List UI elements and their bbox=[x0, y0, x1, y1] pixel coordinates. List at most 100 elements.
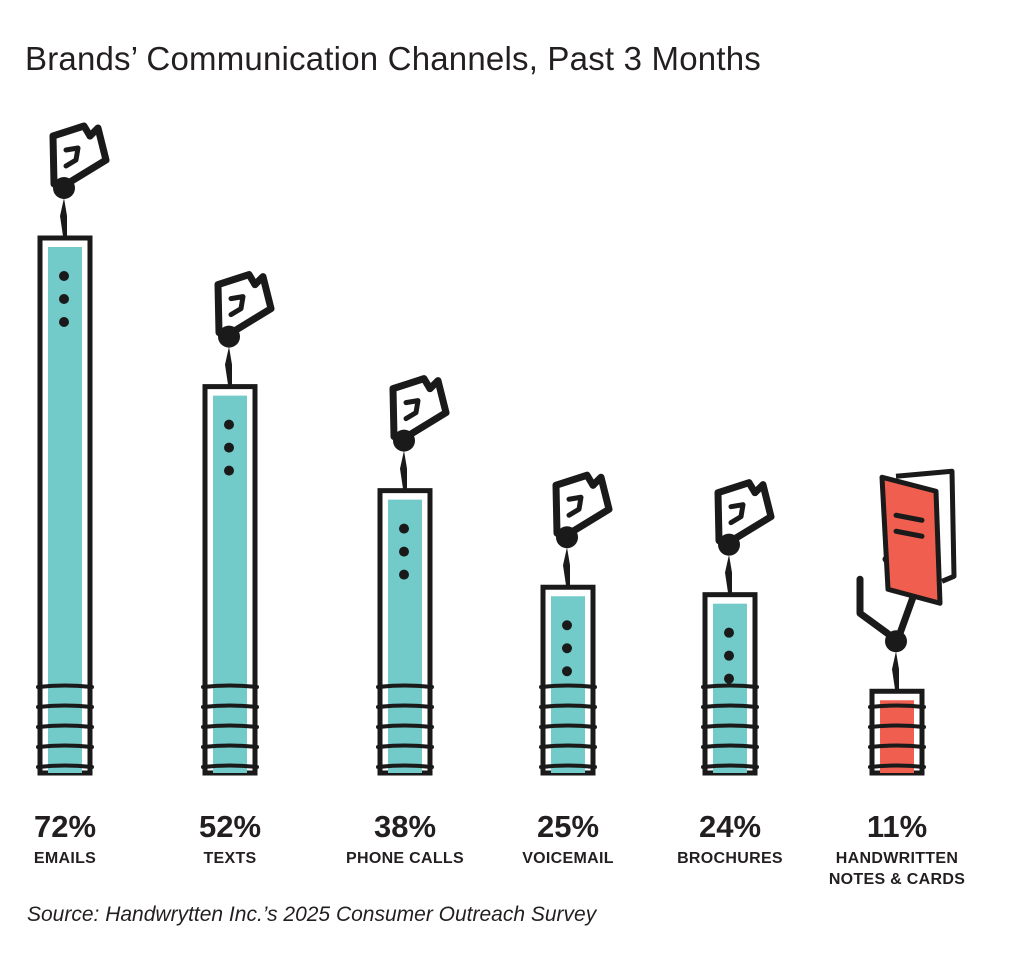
value-label: 38% bbox=[374, 809, 436, 844]
bar-group bbox=[539, 471, 613, 776]
bar-dot bbox=[224, 465, 234, 476]
pen-neck bbox=[725, 554, 732, 593]
bar-dot bbox=[224, 419, 234, 430]
claw-right bbox=[569, 473, 613, 535]
pen-neck bbox=[225, 346, 232, 385]
claw-right bbox=[231, 273, 275, 335]
bar-fill bbox=[388, 499, 422, 773]
bar-group bbox=[36, 122, 110, 776]
claw-left bbox=[214, 271, 259, 337]
claw-left bbox=[856, 575, 894, 639]
bar-ridge bbox=[539, 763, 597, 769]
category-label: PHONE CALLS bbox=[346, 850, 464, 867]
note-fold bbox=[228, 294, 246, 318]
bar-ridge bbox=[701, 723, 759, 729]
bar-ridge bbox=[376, 743, 434, 749]
bars-layer bbox=[36, 122, 957, 776]
bar-ridge bbox=[201, 703, 259, 709]
bar-dot bbox=[399, 546, 409, 557]
paper-note-icon bbox=[714, 479, 775, 545]
bar-ridge bbox=[36, 723, 94, 729]
paper-note-icon bbox=[389, 375, 450, 441]
note-fold bbox=[728, 502, 746, 526]
bar-dot bbox=[562, 666, 572, 677]
bar-ridge bbox=[868, 743, 926, 749]
bar-ridge bbox=[36, 683, 94, 689]
paper-note-icon bbox=[552, 471, 613, 537]
note-fold bbox=[403, 398, 421, 422]
labels-layer: 72% EMAILS 52% TEXTS 38% PHONE CALLS 25% VOICEM… bbox=[34, 809, 965, 888]
category-label: EMAILS bbox=[34, 850, 96, 867]
note-fold bbox=[63, 145, 81, 169]
value-label: 52% bbox=[199, 809, 261, 844]
bar-ridge bbox=[201, 723, 259, 729]
card-line bbox=[893, 528, 925, 539]
bar-ridge bbox=[36, 703, 94, 709]
bar-ridge bbox=[376, 763, 434, 769]
bar-ridge bbox=[376, 723, 434, 729]
bar-ridge bbox=[539, 723, 597, 729]
paper-note-icon bbox=[214, 271, 275, 337]
bar-fill bbox=[880, 700, 914, 773]
bar-ridge bbox=[36, 743, 94, 749]
card-front bbox=[879, 474, 943, 606]
pen-neck bbox=[60, 198, 67, 236]
bar-ridge bbox=[376, 703, 434, 709]
value-label: 24% bbox=[699, 809, 761, 844]
value-label: 25% bbox=[537, 809, 599, 844]
category-label: BROCHURES bbox=[677, 850, 783, 867]
bar-group bbox=[201, 271, 275, 776]
value-label: 11% bbox=[867, 809, 927, 844]
bar-group bbox=[376, 375, 450, 776]
category-label: VOICEMAIL bbox=[522, 850, 614, 867]
pen-neck bbox=[563, 547, 570, 586]
bar-ridge bbox=[201, 763, 259, 769]
claw-right bbox=[406, 377, 450, 439]
claw-left bbox=[714, 479, 759, 545]
bar-dot bbox=[399, 523, 409, 534]
note-fold bbox=[566, 494, 584, 518]
handwritten-card-icon bbox=[856, 468, 957, 639]
bar-ridge bbox=[868, 723, 926, 729]
bar-ridge bbox=[701, 703, 759, 709]
claw-left bbox=[49, 122, 94, 188]
paper-note-icon bbox=[49, 122, 110, 188]
bar-dot bbox=[562, 620, 572, 631]
card-line bbox=[893, 512, 925, 523]
bar-dot bbox=[224, 442, 234, 453]
bar-ridge bbox=[201, 743, 259, 749]
bar-dot bbox=[399, 569, 409, 580]
claw-left bbox=[389, 375, 434, 441]
bar-dot bbox=[724, 673, 734, 684]
bar-ridge bbox=[539, 743, 597, 749]
bar-ridge bbox=[701, 763, 759, 769]
bar-ridge bbox=[701, 683, 759, 689]
source-note: Source: Handwrytten Inc.’s 2025 Consumer… bbox=[27, 903, 597, 926]
pen-neck bbox=[400, 450, 407, 489]
bar-dot bbox=[724, 650, 734, 661]
category-label: HANDWRITTEN bbox=[836, 850, 958, 867]
bar-dot bbox=[562, 643, 572, 654]
bar-dot bbox=[59, 271, 69, 281]
bar-dot bbox=[59, 317, 69, 327]
bar-ridge bbox=[701, 743, 759, 749]
category-label: NOTES & CARDS bbox=[829, 871, 965, 888]
value-label: 72% bbox=[34, 809, 96, 844]
bar-ridge bbox=[868, 763, 926, 769]
bar-dot bbox=[59, 294, 69, 304]
pen-neck bbox=[892, 651, 899, 690]
bar-group bbox=[701, 479, 775, 776]
bar-ridge bbox=[539, 683, 597, 689]
bar-ridge bbox=[868, 703, 926, 709]
claw-left bbox=[552, 471, 597, 537]
bar-ridge bbox=[376, 683, 434, 689]
bar-ridge bbox=[36, 763, 94, 769]
category-label: TEXTS bbox=[203, 850, 256, 867]
bar-ridge bbox=[201, 683, 259, 689]
bar-ridge bbox=[539, 703, 597, 709]
bar-dot bbox=[724, 627, 734, 638]
bar-fill bbox=[213, 395, 247, 773]
chart-title: Brands’ Communication Channels, Past 3 M… bbox=[25, 40, 761, 77]
claw-right bbox=[66, 124, 110, 186]
